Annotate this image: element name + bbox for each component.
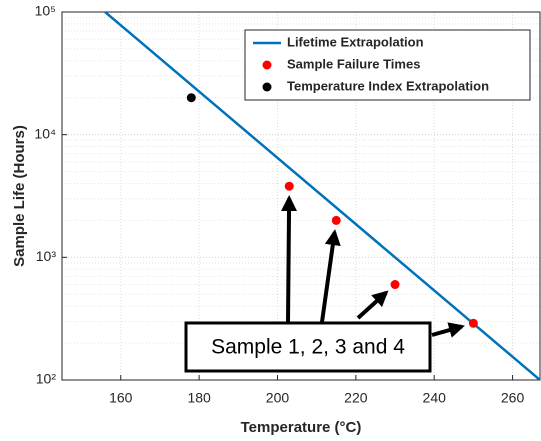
legend-swatch [262,60,272,70]
point [331,215,341,225]
y-tick-label: 10³ [36,248,57,264]
point [284,181,294,191]
y-tick-label: 10⁴ [34,125,56,141]
annotation-box [184,321,432,373]
line [104,12,540,380]
x-axis-title: Temperature (°C) [241,419,362,436]
x-tick-label: 180 [187,390,211,406]
axes-frame [61,11,541,381]
legend-label: Sample Failure Times [287,56,420,71]
y-tick-label: 10² [36,371,57,387]
x-tick-label: 240 [423,390,447,406]
legend-label: Lifetime Extrapolation [287,34,424,49]
annotation: Sample 1, 2, 3 and 4 [211,336,405,359]
y-tick-label: 10⁵ [35,3,56,19]
point [390,280,400,290]
arrow [356,290,389,320]
legend-swatch [262,82,272,92]
y-axis-title: Sample Life (Hours) [11,125,28,267]
arrow [320,229,341,323]
point [186,93,196,103]
x-tick-label: 160 [109,390,133,406]
point [468,318,478,328]
x-tick-label: 200 [266,390,290,406]
legend-box [244,29,531,101]
legend-label: Temperature Index Extrapolation [287,78,489,93]
arrow [281,195,298,323]
x-tick-label: 260 [501,390,525,406]
arrow [431,322,465,338]
x-tick-label: 220 [344,390,368,406]
